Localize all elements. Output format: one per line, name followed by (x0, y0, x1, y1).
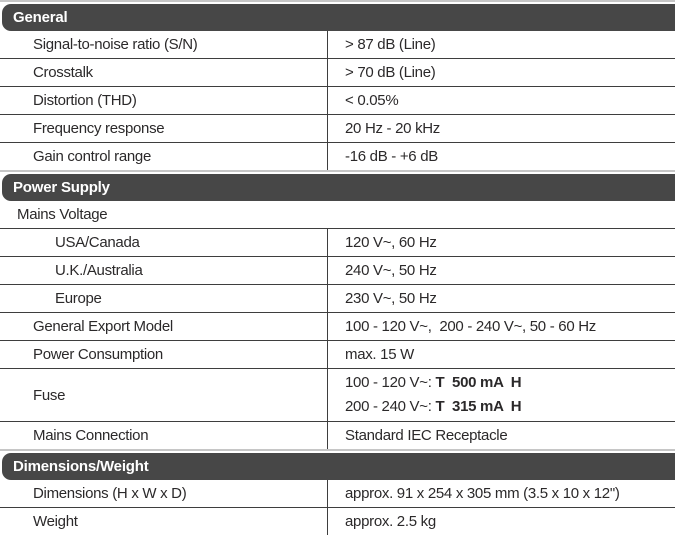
spec-table: General Signal-to-noise ratio (S/N) > 87 d… (0, 0, 675, 535)
spec-label: Europe (55, 290, 102, 307)
spec-value-prefix: 100 - 120 V~: (345, 374, 436, 391)
spec-section: Power Supply Mains Voltage USA/Canada 120 V… (0, 170, 675, 449)
section-rows: Mains Voltage USA/Canada 120 V~, 60 Hz U.K.… (0, 201, 675, 449)
section-rows: Signal-to-noise ratio (S/N) > 87 dB (Line… (0, 31, 675, 170)
spec-value: 240 V~, 50 Hz (327, 257, 675, 284)
spec-value-line: 100 - 120 V~: T 500 mA H (345, 371, 675, 395)
section-title-bar: General (2, 4, 675, 31)
spec-label: Power Consumption (33, 346, 163, 363)
spec-value-prefix: 200 - 240 V~: (345, 398, 436, 415)
spec-label: Distortion (THD) (33, 92, 137, 109)
spec-label: General Export Model (33, 318, 173, 335)
spec-value: 230 V~, 50 Hz (327, 285, 675, 312)
section-header: Dimensions/Weight (0, 449, 675, 480)
spec-value: > 70 dB (Line) (327, 59, 675, 86)
spec-value: max. 15 W (327, 341, 675, 368)
spec-label: Weight (33, 513, 78, 530)
spec-label: Signal-to-noise ratio (S/N) (33, 36, 198, 53)
spec-row: Gain control range -16 dB - +6 dB (0, 142, 675, 170)
spec-section: Dimensions/Weight Dimensions (H x W x D) a… (0, 449, 675, 535)
spec-value: > 87 dB (Line) (327, 31, 675, 58)
spec-row: USA/Canada 120 V~, 60 Hz (0, 228, 675, 256)
spec-row: General Export Model 100 - 120 V~, 200 - … (0, 312, 675, 340)
section-title-bar: Power Supply (2, 174, 675, 201)
spec-label: Crosstalk (33, 64, 93, 81)
spec-row: Signal-to-noise ratio (S/N) > 87 dB (Line… (0, 31, 675, 58)
spec-row: Distortion (THD) < 0.05% (0, 86, 675, 114)
spec-value: 100 - 120 V~: T 500 mA H 200 - 240 V~: T … (327, 369, 675, 421)
spec-value: 100 - 120 V~, 200 - 240 V~, 50 - 60 Hz (327, 313, 675, 340)
spec-row: Fuse 100 - 120 V~: T 500 mA H 200 - 240 V~… (0, 368, 675, 421)
spec-value: 20 Hz - 20 kHz (327, 115, 675, 142)
spec-label: Gain control range (33, 148, 152, 165)
spec-row: Mains Voltage (0, 201, 675, 228)
spec-value-bold: T 315 mA H (435, 398, 522, 415)
spec-label: Fuse (33, 386, 66, 404)
section-header: General (0, 0, 675, 31)
spec-row: Europe 230 V~, 50 Hz (0, 284, 675, 312)
spec-value-bold: T 500 mA H (435, 374, 522, 391)
spec-value: approx. 91 x 254 x 305 mm (3.5 x 10 x 12… (327, 480, 675, 507)
spec-value-line: 200 - 240 V~: T 315 mA H (345, 395, 675, 419)
section-title: General (13, 9, 68, 26)
section-title: Dimensions/Weight (13, 458, 149, 475)
spec-value: approx. 2.5 kg (327, 508, 675, 535)
spec-value: Standard IEC Receptacle (327, 422, 675, 449)
spec-value: 120 V~, 60 Hz (327, 229, 675, 256)
spec-section: General Signal-to-noise ratio (S/N) > 87 d… (0, 0, 675, 170)
spec-value: < 0.05% (327, 87, 675, 114)
spec-row: Power Consumption max. 15 W (0, 340, 675, 368)
spec-row: U.K./Australia 240 V~, 50 Hz (0, 256, 675, 284)
spec-row: Weight approx. 2.5 kg (0, 507, 675, 535)
spec-label: Mains Connection (33, 427, 149, 444)
section-rows: Dimensions (H x W x D) approx. 91 x 254 x… (0, 480, 675, 535)
spec-row: Dimensions (H x W x D) approx. 91 x 254 x… (0, 480, 675, 507)
spec-label: Mains Voltage (17, 206, 108, 223)
spec-value: -16 dB - +6 dB (327, 143, 675, 170)
spec-label: U.K./Australia (55, 262, 143, 279)
section-title-bar: Dimensions/Weight (2, 453, 675, 480)
section-title: Power Supply (13, 179, 110, 196)
spec-row: Crosstalk > 70 dB (Line) (0, 58, 675, 86)
section-header: Power Supply (0, 170, 675, 201)
spec-label: USA/Canada (55, 234, 140, 251)
spec-row: Mains Connection Standard IEC Receptacle (0, 421, 675, 449)
spec-label: Dimensions (H x W x D) (33, 485, 187, 502)
spec-label: Frequency response (33, 120, 165, 137)
spec-row: Frequency response 20 Hz - 20 kHz (0, 114, 675, 142)
